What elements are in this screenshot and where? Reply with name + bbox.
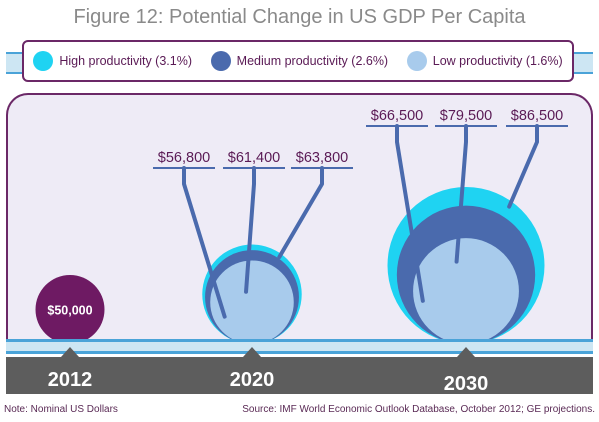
- source-note: Source: IMF World Economic Outlook Datab…: [242, 404, 595, 415]
- bubble-2030-low: [413, 238, 519, 344]
- timeline-axis-bar: [6, 357, 593, 394]
- year-label-2020: 2020: [230, 369, 275, 391]
- legend-item-high: High productivity (3.1%): [33, 51, 192, 71]
- timeline-marker-2012: [61, 347, 79, 357]
- legend-item-low: Low productivity (1.6%): [406, 51, 563, 71]
- timeline-bottom-stripe: [6, 351, 593, 354]
- legend-swatch-high: [33, 51, 54, 71]
- legend-label-medium: Medium productivity (2.6%): [236, 54, 389, 68]
- value-label-2030-low: $66,500: [371, 108, 423, 124]
- leader-line-2030-medium: [454, 124, 468, 264]
- timeline-marker-2030: [457, 347, 475, 357]
- timeline-top-stripe: [6, 339, 593, 342]
- leader-line-2020-medium: [244, 166, 256, 294]
- value-label-2020-low: $56,800: [158, 150, 210, 166]
- leader-line-2020-low: [182, 166, 227, 319]
- leader-line-2020-high: [277, 166, 324, 259]
- legend-swatch-low: [406, 51, 427, 71]
- year-label-2012: 2012: [48, 369, 93, 391]
- value-label-2020-high: $63,800: [296, 150, 348, 166]
- timeline-light-band: [6, 342, 593, 351]
- value-label-2020-medium: $61,400: [228, 150, 280, 166]
- bubble-2012: [35, 275, 105, 344]
- legend-label-high: High productivity (3.1%): [59, 54, 193, 68]
- value-label-2030-medium: $79,500: [440, 108, 492, 124]
- leader-line-2030-low: [395, 124, 425, 303]
- bubble-2020-low: [210, 260, 294, 344]
- value-label-2030-high: $86,500: [511, 108, 563, 124]
- footnote: Note: Nominal US Dollars: [4, 404, 118, 415]
- legend: High productivity (3.1%) Medium producti…: [22, 40, 574, 82]
- timeline-marker-2020: [243, 347, 261, 357]
- legend-swatch-medium: [210, 51, 231, 71]
- leader-line-2030-high: [507, 124, 539, 209]
- chart-title: Figure 12: Potential Change in US GDP Pe…: [73, 6, 526, 28]
- value-label-2012: $50,000: [47, 304, 92, 318]
- year-label-2030: 2030: [444, 373, 489, 395]
- legend-item-medium: Medium productivity (2.6%): [210, 51, 389, 71]
- legend-label-low: Low productivity (1.6%): [432, 54, 563, 68]
